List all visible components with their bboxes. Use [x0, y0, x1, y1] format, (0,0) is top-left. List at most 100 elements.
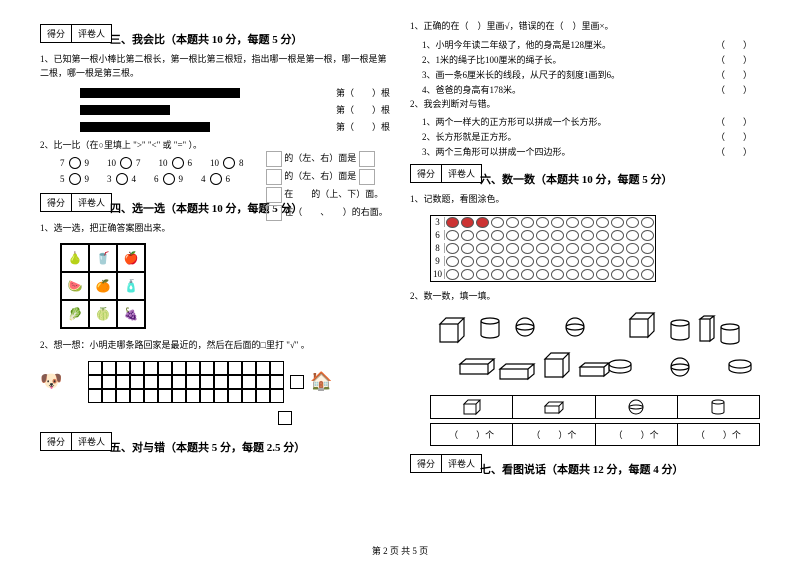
bead[interactable]	[491, 256, 504, 267]
bead[interactable]	[641, 230, 654, 241]
bead[interactable]	[596, 217, 609, 228]
bead[interactable]	[521, 243, 534, 254]
bead[interactable]	[581, 256, 594, 267]
compare-circle[interactable]	[69, 157, 81, 169]
bead[interactable]	[461, 269, 474, 280]
bead[interactable]	[581, 217, 594, 228]
maze-check-2[interactable]	[278, 411, 292, 425]
bead[interactable]	[446, 243, 459, 254]
bead[interactable]	[521, 217, 534, 228]
compare-circle[interactable]	[116, 173, 128, 185]
bead[interactable]	[626, 217, 639, 228]
bead[interactable]	[476, 256, 489, 267]
bead[interactable]	[596, 269, 609, 280]
tf-bracket[interactable]: （ ）	[716, 83, 752, 96]
bead[interactable]	[476, 230, 489, 241]
bead[interactable]	[506, 243, 519, 254]
tf-bracket[interactable]: （ ）	[716, 68, 752, 81]
bead[interactable]	[626, 230, 639, 241]
scorebox-s6: 得分 评卷人	[410, 164, 482, 183]
compare-circle[interactable]	[163, 173, 175, 185]
bead[interactable]	[611, 256, 624, 267]
compare-circle[interactable]	[69, 173, 81, 185]
bead[interactable]	[476, 243, 489, 254]
tf-bracket[interactable]: （ ）	[716, 38, 752, 51]
score-label: 得分	[411, 455, 442, 472]
bead[interactable]	[461, 256, 474, 267]
bead[interactable]	[446, 256, 459, 267]
ans3[interactable]: （ ）个	[596, 424, 678, 445]
bead[interactable]	[596, 243, 609, 254]
bead[interactable]	[566, 217, 579, 228]
right-column: 1、正确的在（ ）里画√，错误的在（ ）里画×。 1、小明今年读二年级了，他的身…	[410, 20, 760, 483]
compare-circle[interactable]	[120, 157, 132, 169]
bead[interactable]	[506, 256, 519, 267]
bead[interactable]	[581, 230, 594, 241]
bead[interactable]	[521, 269, 534, 280]
tf-bracket[interactable]: （ ）	[716, 53, 752, 66]
scorebox-s3: 得分 评卷人	[40, 24, 112, 43]
ans1[interactable]: （ ）个	[431, 424, 513, 445]
bead[interactable]	[551, 230, 564, 241]
maze-check-1[interactable]	[290, 375, 304, 389]
ans4[interactable]: （ ）个	[678, 424, 759, 445]
grader-label: 评卷人	[72, 433, 111, 450]
bead[interactable]	[491, 269, 504, 280]
bead[interactable]	[611, 217, 624, 228]
bead[interactable]	[536, 269, 549, 280]
bead[interactable]	[461, 243, 474, 254]
bead[interactable]	[626, 256, 639, 267]
bead[interactable]	[566, 256, 579, 267]
bead[interactable]	[521, 230, 534, 241]
tf-bracket[interactable]: （ ）	[716, 145, 752, 158]
bead[interactable]	[641, 243, 654, 254]
bead[interactable]	[596, 230, 609, 241]
bead[interactable]	[611, 230, 624, 241]
bead[interactable]	[581, 269, 594, 280]
bead[interactable]	[476, 217, 489, 228]
bead[interactable]	[446, 269, 459, 280]
ans2[interactable]: （ ）个	[513, 424, 595, 445]
bead[interactable]	[626, 269, 639, 280]
bead[interactable]	[536, 230, 549, 241]
bead[interactable]	[506, 217, 519, 228]
bead[interactable]	[491, 217, 504, 228]
bead[interactable]	[536, 217, 549, 228]
tf2-list: 1、两个一样大的正方形可以拼成一个长方形。（ ）2、长方形就是正方形。（ ）3、…	[410, 115, 760, 158]
bead[interactable]	[521, 256, 534, 267]
tf-bracket[interactable]: （ ）	[716, 115, 752, 128]
bead[interactable]	[566, 243, 579, 254]
bead[interactable]	[551, 256, 564, 267]
tf-bracket[interactable]: （ ）	[716, 130, 752, 143]
bead[interactable]	[641, 217, 654, 228]
bead[interactable]	[506, 269, 519, 280]
bead[interactable]	[461, 217, 474, 228]
bead[interactable]	[551, 217, 564, 228]
bar-1	[80, 88, 240, 98]
bead[interactable]	[611, 243, 624, 254]
bead[interactable]	[641, 256, 654, 267]
bead[interactable]	[476, 269, 489, 280]
compare-circle[interactable]	[210, 173, 222, 185]
bead[interactable]	[611, 269, 624, 280]
bead[interactable]	[536, 256, 549, 267]
bead[interactable]	[491, 243, 504, 254]
bead[interactable]	[491, 230, 504, 241]
bead[interactable]	[641, 269, 654, 280]
bead[interactable]	[446, 217, 459, 228]
bars-diagram: 第（ ）根 第（ ）根 第（ ）根	[80, 86, 390, 133]
grader-label: 评卷人	[442, 455, 481, 472]
bead[interactable]	[506, 230, 519, 241]
compare-circle[interactable]	[223, 157, 235, 169]
bead[interactable]	[551, 243, 564, 254]
bead[interactable]	[626, 243, 639, 254]
bead[interactable]	[596, 256, 609, 267]
bead[interactable]	[566, 230, 579, 241]
bead[interactable]	[566, 269, 579, 280]
bead[interactable]	[461, 230, 474, 241]
bead[interactable]	[581, 243, 594, 254]
compare-circle[interactable]	[172, 157, 184, 169]
bead[interactable]	[446, 230, 459, 241]
bead[interactable]	[551, 269, 564, 280]
bead[interactable]	[536, 243, 549, 254]
